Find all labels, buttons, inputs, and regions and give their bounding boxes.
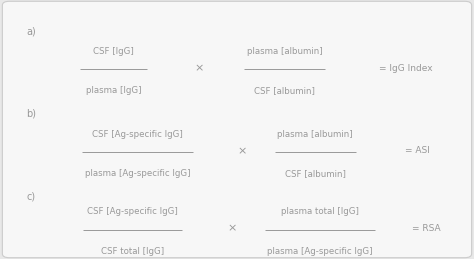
Text: CSF [IgG]: CSF [IgG]: [93, 47, 134, 56]
Text: ×: ×: [194, 63, 204, 73]
Text: = RSA: = RSA: [412, 224, 441, 233]
Text: CSF [Ag-specific IgG]: CSF [Ag-specific IgG]: [87, 207, 178, 216]
Text: b): b): [26, 109, 36, 119]
Text: plasma [IgG]: plasma [IgG]: [86, 86, 142, 95]
Text: plasma [Ag-specific IgG]: plasma [Ag-specific IgG]: [267, 247, 373, 256]
Text: plasma [albumin]: plasma [albumin]: [277, 130, 353, 139]
Text: CSF [albumin]: CSF [albumin]: [254, 86, 315, 95]
Text: plasma [Ag-specific IgG]: plasma [Ag-specific IgG]: [85, 169, 190, 178]
Text: c): c): [26, 192, 35, 202]
Text: ×: ×: [237, 146, 246, 156]
Text: CSF [Ag-specific IgG]: CSF [Ag-specific IgG]: [92, 130, 183, 139]
Text: = IgG Index: = IgG Index: [379, 64, 433, 73]
Text: a): a): [26, 26, 36, 36]
Text: = ASI: = ASI: [405, 147, 430, 155]
Text: plasma [albumin]: plasma [albumin]: [246, 47, 322, 56]
Text: CSF [albumin]: CSF [albumin]: [285, 169, 346, 178]
Text: CSF total [IgG]: CSF total [IgG]: [101, 247, 164, 256]
Text: ×: ×: [228, 224, 237, 234]
Text: plasma total [IgG]: plasma total [IgG]: [281, 207, 359, 216]
